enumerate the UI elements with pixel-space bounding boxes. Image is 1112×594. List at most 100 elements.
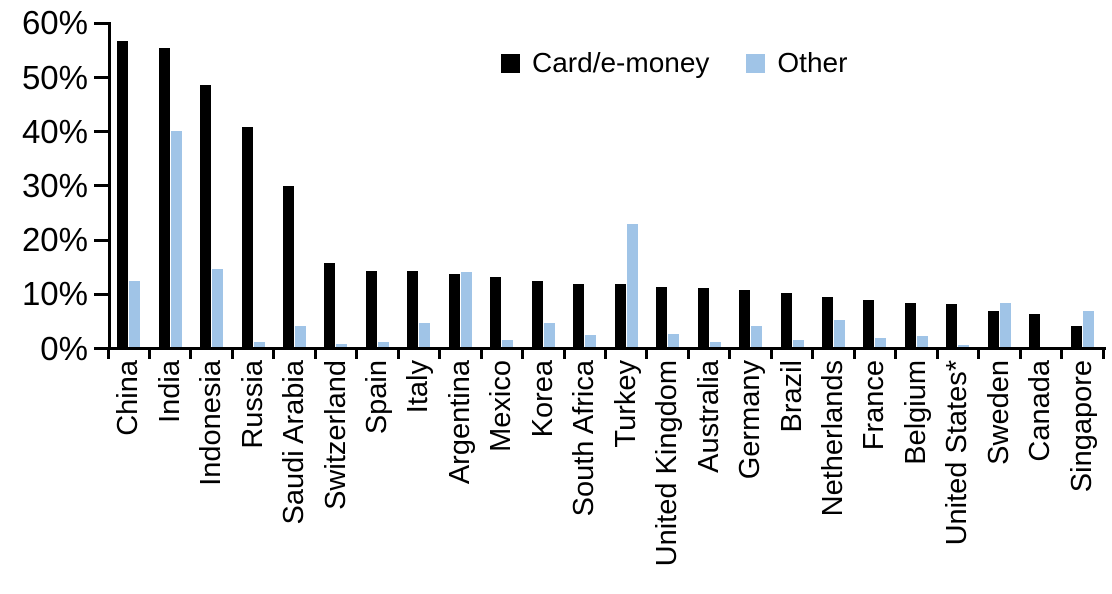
x-axis-tick [313, 350, 317, 359]
bar-other [833, 320, 845, 347]
x-axis-category-label: Canada [1024, 360, 1057, 462]
bar-card-e-money [573, 283, 585, 347]
bar-card-e-money [324, 263, 336, 347]
x-axis-tick [645, 350, 649, 359]
bar-other [958, 345, 970, 347]
bar-other [543, 322, 555, 347]
bar-card-e-money [987, 311, 999, 347]
bar-card-e-money [283, 185, 295, 347]
y-axis-tick-label: 0% [40, 329, 88, 367]
bar-card-e-money [1070, 325, 1082, 347]
bar-other [419, 322, 431, 347]
bar-card-e-money [241, 127, 253, 347]
x-axis-line [108, 347, 1106, 350]
x-axis-category-label: Indonesia [195, 360, 228, 486]
bar-card-e-money [780, 292, 792, 347]
chart-legend: Card/e-money Other [501, 44, 847, 82]
x-axis-tick [147, 350, 151, 359]
x-axis-tick [479, 350, 483, 359]
x-axis-category-label: United States* [941, 360, 974, 546]
y-axis-tick [94, 184, 108, 188]
y-axis-tick-label: 60% [21, 4, 88, 42]
bar-card-e-money [407, 271, 419, 347]
x-axis-tick [521, 350, 525, 359]
x-axis-tick [935, 350, 939, 359]
bar-other [502, 340, 514, 347]
y-axis-tick [94, 238, 108, 242]
bar-card-e-money [863, 299, 875, 347]
y-axis-tick [94, 21, 108, 25]
bar-other [377, 341, 389, 347]
y-axis-tick [94, 292, 108, 296]
bar-card-e-money [448, 274, 460, 347]
y-axis-tick-label: 20% [21, 221, 88, 259]
y-axis-tick [94, 347, 108, 350]
bar-other [295, 326, 307, 347]
legend-swatch-card-e-money [501, 53, 520, 73]
bar-other [999, 302, 1011, 347]
x-axis-tick [272, 350, 276, 359]
bar-card-e-money [697, 288, 709, 347]
bar-other [170, 131, 182, 347]
bar-card-e-money [117, 41, 129, 347]
bar-card-e-money [821, 296, 833, 347]
x-axis-tick [189, 350, 193, 359]
x-axis-category-label: Australia [692, 360, 725, 473]
bar-card-e-money [904, 302, 916, 347]
x-axis-tick [355, 350, 359, 359]
bar-card-e-money [200, 85, 212, 347]
bar-other [212, 268, 224, 347]
x-axis-category-label: South Africa [568, 360, 601, 517]
bar-card-e-money [1029, 314, 1041, 347]
bar-other [916, 336, 928, 347]
bar-card-e-money [365, 270, 377, 347]
bar-card-e-money [656, 287, 668, 347]
x-axis-tick [811, 350, 815, 359]
x-axis-category-label: Spain [360, 360, 393, 435]
x-axis-category-label: Mexico [485, 360, 518, 452]
x-axis-tick [852, 350, 856, 359]
x-axis-tick [230, 350, 234, 359]
bar-other [792, 340, 804, 347]
bar-other [875, 338, 887, 347]
bar-other [129, 280, 141, 347]
x-axis-category-label: Netherlands [817, 360, 850, 517]
x-axis-category-label: China [112, 360, 145, 436]
x-axis-tick [894, 350, 898, 359]
x-axis-category-label: Brazil [775, 360, 808, 433]
y-axis-tick [94, 76, 108, 80]
x-axis-category-label: United Kingdom [651, 360, 684, 567]
legend-swatch-other [746, 53, 766, 73]
bar-card-e-money [158, 47, 170, 347]
x-axis-category-label: India [153, 360, 186, 423]
bar-other [1082, 310, 1094, 347]
x-axis-category-label: Italy [402, 360, 435, 414]
x-axis-tick [728, 350, 732, 359]
x-axis-tick [686, 350, 690, 359]
bar-other [585, 334, 597, 347]
x-axis-tick [396, 350, 400, 359]
x-axis-category-label: Singapore [1065, 360, 1098, 493]
legend-label-other: Other [777, 47, 848, 78]
bar-card-e-money [739, 289, 751, 347]
x-axis-category-label: Saudi Arabia [278, 360, 311, 525]
y-axis-tick-label: 30% [21, 166, 88, 204]
x-axis-category-label: Turkey [609, 360, 642, 448]
y-axis-tick-label: 40% [21, 112, 88, 150]
y-axis-tick-label: 10% [21, 275, 88, 313]
bar-other [668, 333, 680, 347]
y-axis-tick [94, 130, 108, 134]
bar-other [626, 224, 638, 347]
y-axis-line [108, 22, 111, 350]
x-axis-tick [1060, 350, 1064, 359]
x-axis-category-label: Sweden [982, 360, 1015, 465]
x-axis-tick [1018, 350, 1022, 359]
bar-other [460, 272, 472, 347]
x-axis-tick [106, 350, 110, 359]
x-axis-tick [438, 350, 442, 359]
bar-other [751, 325, 763, 347]
x-axis-tick [604, 350, 607, 359]
x-axis-category-label: France [858, 360, 891, 451]
x-axis-category-label: Belgium [899, 360, 932, 465]
